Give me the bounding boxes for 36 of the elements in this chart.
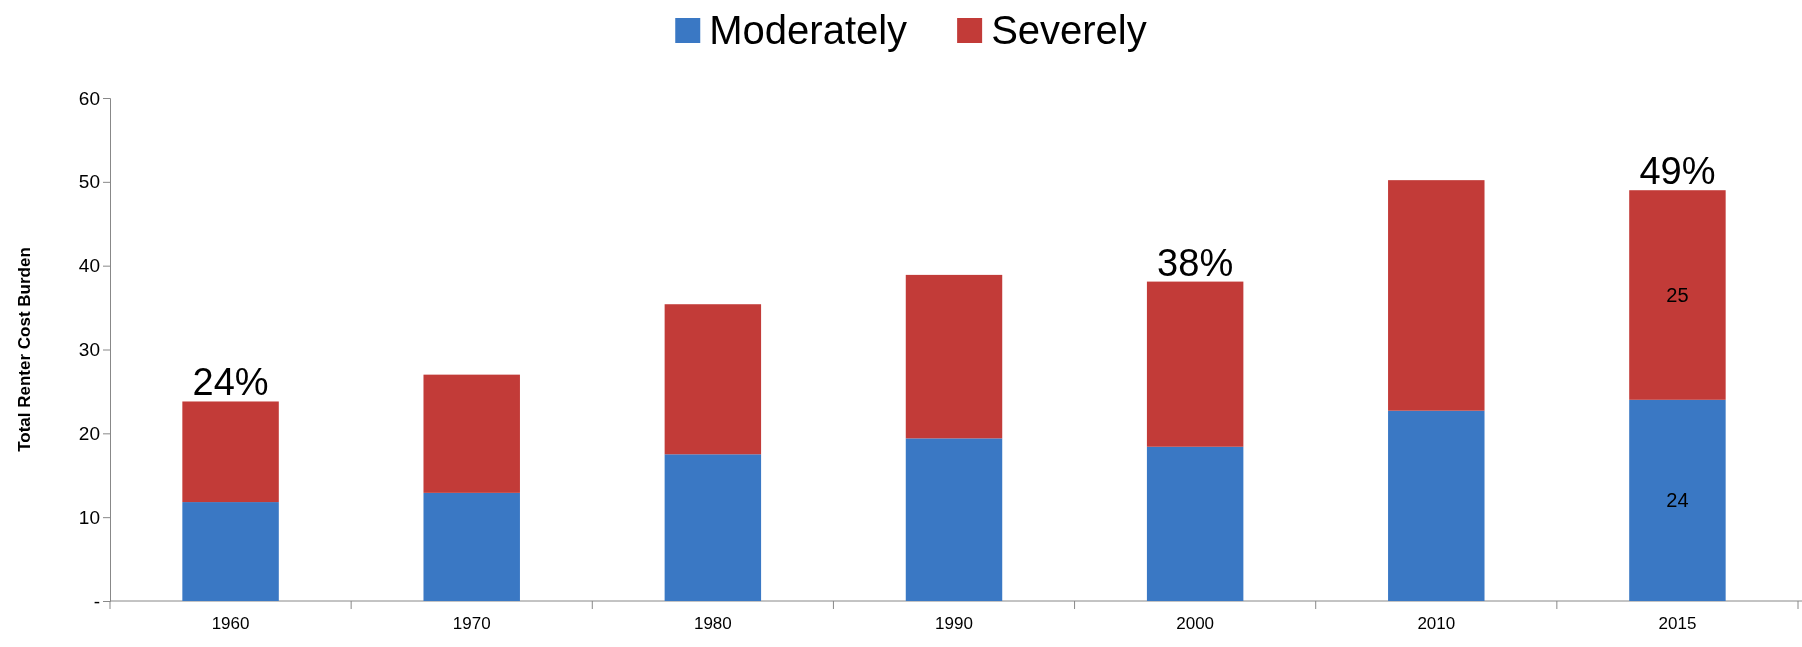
data-label: 24 [1666, 489, 1689, 512]
bar [905, 274, 1003, 439]
bar [664, 304, 762, 455]
legend-label: Severely [991, 8, 1147, 52]
y-tick-label: 30 [78, 339, 100, 361]
x-tick-label: 2000 [1176, 614, 1215, 634]
bar [905, 438, 1003, 601]
y-tick-label: 20 [78, 422, 100, 444]
bar [664, 454, 762, 601]
total-label: 24% [192, 361, 269, 404]
bar [1629, 190, 1726, 400]
x-tick-label: 2015 [1658, 614, 1697, 634]
bar [423, 374, 520, 493]
x-tick-label: 1990 [935, 614, 973, 634]
bar [423, 492, 520, 601]
x-tick-label: 1970 [452, 614, 491, 634]
bar [1388, 410, 1485, 601]
total-label: 49% [1639, 150, 1716, 193]
y-tick-label: 60 [78, 87, 100, 109]
y-tick-label: 50 [78, 171, 100, 193]
bar [1388, 180, 1485, 411]
legend-label: Moderately [709, 8, 908, 52]
y-axis-title: Total Renter Cost Burden [15, 247, 34, 452]
bar [1146, 446, 1244, 601]
bar [1146, 281, 1244, 447]
y-tick-label: - [93, 590, 100, 612]
x-tick-label: 1980 [693, 614, 732, 634]
total-label: 38% [1157, 241, 1234, 284]
x-tick-label: 1960 [211, 614, 250, 634]
x-tick-label: 2010 [1417, 614, 1456, 634]
bar [182, 401, 279, 503]
data-label: 25 [1666, 284, 1689, 307]
y-tick-label: 40 [78, 255, 100, 277]
bar [182, 502, 279, 601]
bar [1629, 399, 1726, 601]
y-tick-label: 10 [78, 506, 100, 528]
